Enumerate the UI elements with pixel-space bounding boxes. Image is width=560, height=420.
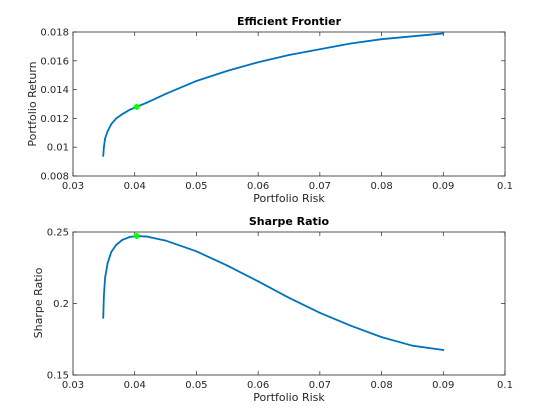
x-tick-label: 0.1: [497, 181, 513, 192]
data-point: [380, 38, 383, 41]
x-tick-label: 0.07: [309, 380, 331, 391]
data-point: [115, 117, 118, 120]
data-point: [349, 324, 352, 327]
sharpe-points: [102, 235, 445, 351]
highlight-point: [134, 234, 139, 238]
sharpe-ratio-chart: Sharpe Ratio 0.03 0.04 0.05 0.06 0.07 0.08 0.0…: [32, 215, 513, 404]
x-axis: 0.03 0.04 0.05 0.06 0.07 0.08 0.09 0.1: [62, 232, 513, 391]
frontier-line: [102, 32, 445, 157]
data-point: [349, 42, 352, 45]
data-point: [164, 239, 167, 242]
data-point: [102, 146, 105, 149]
data-point: [442, 32, 445, 35]
y-tick-label: 0.016: [40, 56, 69, 67]
data-point: [106, 262, 109, 265]
y-tick-label: 0.01: [47, 143, 69, 154]
plot-area: [72, 231, 506, 376]
data-point: [195, 80, 198, 82]
x-tick-label: 0.03: [62, 380, 84, 391]
x-tick-label: 0.1: [497, 380, 513, 391]
plot-area: [72, 31, 506, 177]
data-point: [380, 336, 383, 339]
efficient-frontier-chart: Efficient Frontier 0.03 0.04 0.05 0.06 0.07 0…: [26, 15, 513, 205]
x-tick-label: 0.08: [370, 380, 392, 391]
data-point: [102, 316, 105, 319]
x-tick-label: 0.03: [62, 181, 84, 192]
y-tick-label: 0.15: [47, 371, 69, 382]
data-point: [121, 113, 124, 115]
data-point: [106, 130, 109, 133]
x-tick-label: 0.09: [432, 380, 454, 391]
x-axis: 0.03 0.04 0.05 0.06 0.07 0.08 0.09 0.1: [62, 32, 513, 192]
sharpe-line: [102, 235, 445, 351]
data-point: [226, 264, 229, 267]
y-tick-label: 0.018: [40, 28, 69, 39]
x-tick-label: 0.08: [370, 181, 392, 192]
data-point: [128, 108, 131, 111]
data-point: [128, 236, 131, 238]
x-axis-label: Portfolio Risk: [253, 192, 325, 205]
data-point: [257, 61, 260, 64]
x-tick-label: 0.06: [247, 380, 269, 391]
data-point: [121, 238, 124, 241]
chart-title: Efficient Frontier: [237, 15, 342, 28]
y-tick-label: 0.012: [40, 114, 69, 125]
x-tick-label: 0.04: [124, 181, 146, 192]
max-sharpe-marker: [133, 233, 140, 240]
x-axis-label: Portfolio Risk: [253, 391, 325, 404]
data-point: [102, 154, 105, 157]
data-point: [115, 243, 118, 246]
y-tick-label: 0.25: [47, 228, 69, 239]
x-tick-label: 0.07: [309, 181, 331, 192]
data-point: [226, 69, 229, 72]
data-point: [257, 280, 260, 283]
optimal-portfolio-marker: [133, 103, 140, 110]
data-point: [164, 93, 167, 95]
data-point: [104, 276, 106, 279]
x-tick-label: 0.04: [124, 380, 146, 391]
data-point: [318, 48, 321, 51]
data-point: [442, 349, 445, 351]
data-point: [104, 137, 106, 140]
data-point: [288, 54, 290, 56]
data-point: [146, 101, 148, 104]
y-axis: 0.15 0.2 0.25: [47, 228, 505, 382]
y-axis-label: Sharpe Ratio: [32, 267, 45, 338]
data-point: [102, 295, 105, 298]
y-tick-label: 0.2: [53, 299, 69, 310]
data-point: [318, 311, 321, 314]
data-point: [110, 251, 113, 253]
y-tick-label: 0.014: [40, 85, 69, 96]
data-point: [195, 250, 198, 253]
frontier-points: [102, 32, 445, 157]
x-tick-label: 0.05: [185, 181, 207, 192]
x-tick-label: 0.06: [247, 181, 269, 192]
chart-title: Sharpe Ratio: [249, 215, 330, 228]
y-axis: 0.008 0.01 0.012 0.014 0.016 0.018: [40, 28, 505, 183]
data-point: [110, 123, 113, 126]
data-point: [288, 296, 290, 299]
data-point: [411, 35, 414, 38]
y-axis-label: Portfolio Return: [26, 61, 39, 146]
x-tick-label: 0.05: [185, 380, 207, 391]
data-point: [146, 235, 148, 238]
y-tick-label: 0.008: [40, 172, 69, 183]
data-point: [411, 344, 414, 347]
x-tick-label: 0.09: [432, 181, 454, 192]
highlight-point: [134, 105, 139, 109]
